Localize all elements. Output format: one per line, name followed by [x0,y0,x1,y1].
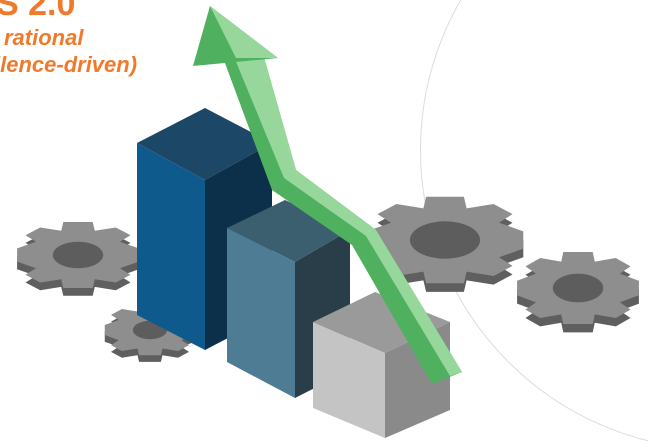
slide-subtitle-line1: rational [4,25,84,50]
green-arrow-icon [193,6,462,384]
right-gear-icon [517,252,639,333]
center-right-gear-icon [366,196,524,292]
left-gear-icon [17,222,139,296]
slide-title: S 2.0 [0,0,76,23]
title-block: S 2.0 rational llence-driven) [0,0,137,78]
slide-subtitle-line2: llence-driven) [0,52,138,77]
